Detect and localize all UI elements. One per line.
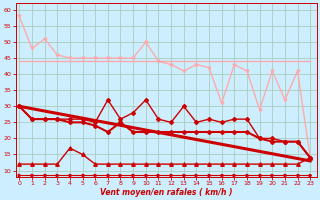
X-axis label: Vent moyen/en rafales ( km/h ): Vent moyen/en rafales ( km/h ) — [100, 188, 232, 197]
